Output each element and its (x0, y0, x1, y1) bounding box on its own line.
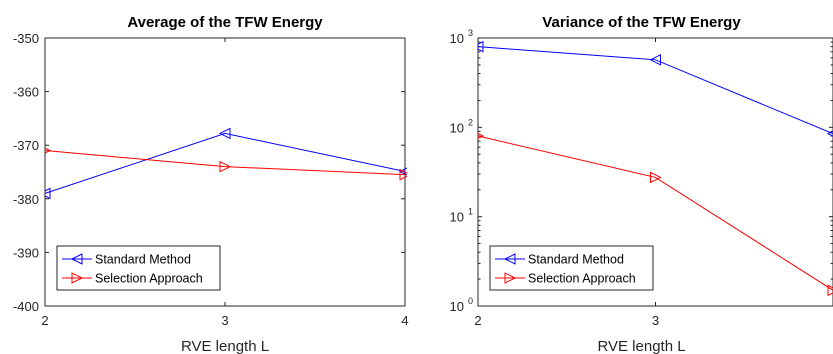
chart-panel-2: Variance of the TFW Energy RVE length L 2 3… (450, 14, 833, 354)
legend-marker (504, 272, 517, 284)
legend-marker (70, 253, 83, 265)
y-tick-label: -360 (13, 85, 39, 100)
legend-label: Standard Method (528, 253, 624, 267)
data-point (218, 127, 231, 140)
y-tick-label: -390 (13, 245, 39, 260)
y-tick-label: -370 (13, 138, 39, 153)
y-tick-exponent: 2 (468, 117, 473, 127)
legend-label: Standard Method (95, 253, 191, 267)
y-tick-exponent: 0 (468, 296, 473, 306)
y-tick-label: 10 (450, 210, 464, 225)
x-axis-label: RVE length L (597, 338, 685, 354)
data-point (399, 168, 407, 181)
series-line-2 (45, 150, 406, 176)
y-tick-exponent: 1 (468, 207, 473, 217)
legend-marker (71, 272, 84, 284)
data-point (219, 160, 232, 173)
x-tick-label: 2 (41, 313, 48, 328)
y-tick-label: -380 (13, 192, 39, 207)
x-tick-label: 3 (652, 313, 659, 328)
series-layer (478, 40, 833, 297)
x-axis-label: RVE length L (181, 338, 269, 354)
y-tick-exponent: 3 (468, 28, 473, 38)
x-tick-label: 4 (401, 313, 408, 328)
x-tick-label: 3 (221, 313, 228, 328)
x-tick-label: 2 (474, 313, 481, 328)
legend-box (489, 245, 654, 291)
series-line-2 (478, 135, 833, 291)
y-tick-label: 10 (450, 299, 464, 314)
series-line-1 (45, 132, 406, 194)
data-point (478, 40, 484, 53)
legend-box (56, 245, 221, 291)
data-point (649, 53, 661, 66)
chart-title: Average of the TFW Energy (127, 14, 323, 31)
y-tick-label: -350 (13, 31, 39, 46)
y-tick-label: 10 (450, 120, 464, 135)
series-line-1 (478, 46, 833, 135)
chart-panel-1: Average of the TFW Energy RVE length L 2 3 4… (13, 14, 409, 354)
legend-label: Selection Approach (95, 272, 203, 286)
chart-title: Variance of the TFW Energy (542, 14, 741, 31)
y-tick-label: -400 (13, 299, 39, 314)
legend-marker (503, 253, 516, 265)
data-point (45, 187, 51, 200)
y-tick-label: 10 (450, 31, 464, 46)
legend-label: Selection Approach (528, 272, 636, 286)
data-point (650, 171, 662, 184)
series-layer (45, 127, 407, 200)
data-point (398, 167, 407, 176)
data-point (827, 284, 833, 297)
